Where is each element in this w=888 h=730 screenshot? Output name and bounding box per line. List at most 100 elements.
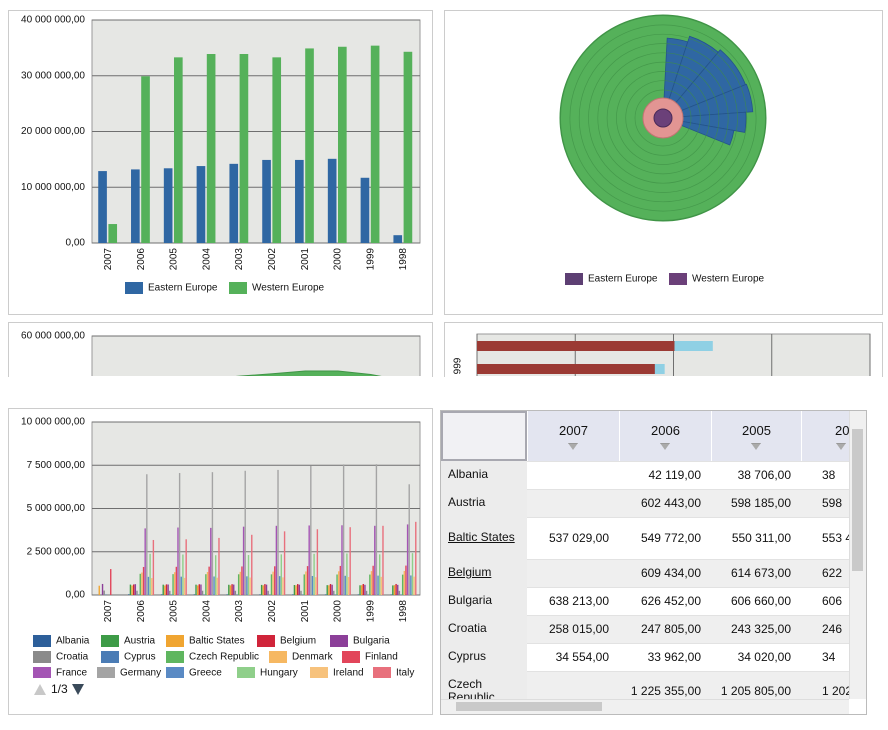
x-tick-label: 1999 — [365, 600, 376, 623]
bar — [303, 574, 305, 595]
cell: 34 020,00 — [737, 650, 791, 664]
legend-label: Hungary — [260, 668, 298, 679]
row-header: Croatia — [441, 615, 527, 643]
bar — [101, 583, 104, 595]
legend-label: Baltic States — [189, 636, 245, 647]
bar — [172, 574, 174, 595]
scroll-thumb[interactable] — [852, 429, 863, 571]
cell: 246 — [822, 622, 843, 636]
ring-line — [578, 33, 748, 203]
ring-line — [616, 71, 710, 165]
legend-swatch — [33, 635, 51, 647]
bar — [311, 575, 314, 595]
cell: 609 434,00 — [640, 566, 701, 580]
bar — [298, 584, 301, 595]
sector — [662, 83, 754, 119]
cell: 550 311,00 — [731, 531, 791, 545]
chart-0: 0,00 10 000 000,00 20 000 000,00 30 000 000… — [21, 15, 421, 294]
bar — [315, 577, 317, 595]
x-tick-label: 2003 — [234, 248, 245, 271]
row-header[interactable]: Baltic States — [441, 517, 527, 559]
scroll-thumb[interactable] — [456, 702, 602, 711]
bar — [208, 566, 210, 595]
bar — [393, 585, 396, 595]
legend-label: Czech Republic — [189, 652, 259, 663]
cell: 1 225 355,00 — [630, 684, 701, 698]
bar — [182, 554, 184, 595]
legend-label: Eastern Europe — [148, 283, 218, 294]
bar — [292, 594, 294, 595]
cell: 598 — [822, 496, 843, 510]
column-header[interactable]: 2007 — [527, 411, 619, 461]
bar — [216, 577, 219, 595]
bar — [242, 526, 245, 595]
cell: 549 772,00 — [640, 531, 701, 545]
bar — [203, 594, 205, 595]
bar — [239, 571, 241, 595]
x-tick-label: 2004 — [201, 248, 212, 271]
ring-line — [625, 80, 701, 156]
bar — [251, 534, 253, 595]
cell: 602 443,00 — [640, 496, 701, 510]
bar — [175, 566, 178, 595]
row-header: Albania — [441, 461, 527, 489]
bar — [177, 527, 179, 595]
bar — [165, 584, 168, 595]
bar — [195, 584, 197, 595]
bar — [295, 159, 304, 243]
cell: 247 805,00 — [640, 622, 701, 636]
row-header: Austria — [441, 489, 527, 517]
ring — [653, 108, 673, 128]
bar — [342, 464, 345, 595]
legend-swatch — [310, 667, 328, 678]
bar — [136, 590, 138, 595]
legend-label: Denmark — [292, 652, 334, 663]
x-tick-label: 2001 — [300, 600, 311, 623]
column-header[interactable]: 2005 — [711, 411, 801, 461]
row-header: Bulgaria — [441, 587, 527, 615]
bar — [185, 539, 187, 595]
bar — [338, 46, 347, 244]
bar — [326, 585, 328, 595]
bar — [260, 584, 263, 595]
bar — [198, 584, 200, 595]
bar — [229, 585, 232, 595]
bar — [226, 594, 228, 595]
bar — [228, 584, 230, 595]
bar — [339, 565, 342, 595]
bar — [283, 531, 286, 595]
column-header[interactable]: 2006 — [619, 411, 711, 461]
bar — [370, 571, 373, 595]
gap — [0, 377, 888, 407]
y-tick-label: 999 — [453, 357, 464, 374]
bar — [169, 590, 171, 595]
bar — [206, 571, 209, 595]
bar — [397, 584, 399, 595]
legend-label: Germany — [120, 668, 161, 679]
bar — [167, 584, 169, 595]
bar — [108, 224, 118, 243]
legend-swatch — [33, 651, 51, 663]
x-tick-label: 2005 — [169, 600, 180, 623]
page-next[interactable] — [72, 684, 84, 695]
bar — [347, 577, 350, 595]
bar — [98, 585, 100, 595]
bar — [310, 465, 312, 595]
bar — [152, 539, 155, 595]
bar — [141, 572, 143, 595]
bar — [341, 525, 343, 595]
cell: 38 — [822, 468, 836, 482]
page-prev[interactable] — [34, 684, 46, 695]
sort-icon — [836, 443, 846, 450]
y-tick-label: 0,00 — [66, 590, 86, 601]
cell: 42 119,00 — [648, 468, 702, 482]
bar — [241, 566, 243, 595]
bar — [215, 555, 217, 595]
legend: Albania Austria Baltic States Belgium Bulgar… — [33, 635, 414, 679]
bar — [146, 474, 148, 595]
bar — [206, 54, 216, 243]
column-header[interactable]: 20 — [801, 411, 849, 461]
cell: 1 202 — [822, 684, 849, 698]
bar — [357, 594, 360, 595]
row-header[interactable]: Belgium — [441, 559, 527, 587]
